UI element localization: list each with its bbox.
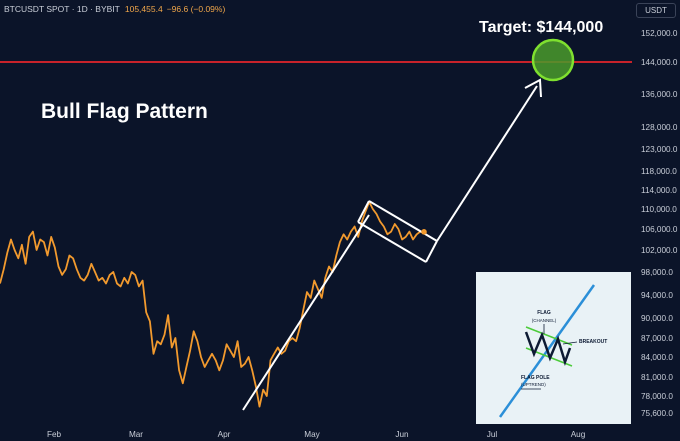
price-line xyxy=(0,201,425,408)
y-tick-label: 110,000.0 xyxy=(641,205,677,214)
diagram-zigzag xyxy=(524,331,572,366)
x-tick-label: Mar xyxy=(129,430,143,439)
symbol-header: BTCUSDT SPOT · 1D · BYBIT 105,455.4 −96.6 … xyxy=(4,4,225,14)
last-price-dot xyxy=(421,229,427,235)
last-price: 105,455.4 xyxy=(124,4,163,14)
diagram-channel-label: (CHANNEL) xyxy=(532,318,557,323)
diagram-flag-label: FLAG xyxy=(537,310,551,316)
flag-lower-line xyxy=(357,221,427,263)
diagram-breakout-label: BREAKOUT xyxy=(579,339,607,345)
y-tick-label: 87,000.0 xyxy=(641,334,673,343)
flag-pole-line xyxy=(242,214,370,411)
y-tick-label: 98,000.0 xyxy=(641,268,673,277)
y-tick-label: 81,000.0 xyxy=(641,373,673,382)
x-axis: Feb Mar Apr May Jun Jul Aug xyxy=(47,430,586,439)
bull-flag-diagram-inset: FLAG (CHANNEL) BREAKOUT FLAG POLE (UPTRE… xyxy=(476,272,631,424)
y-tick-label: 152,000.0 xyxy=(641,29,678,38)
y-tick-label: 128,000.0 xyxy=(641,123,678,132)
y-tick-label: 136,000.0 xyxy=(641,90,678,99)
y-tick-label: 144,000.0 xyxy=(641,58,678,67)
diagram-channel-top xyxy=(525,326,573,346)
breakout-projection-line xyxy=(436,85,538,242)
bull-flag-drawing xyxy=(242,38,575,411)
diagram-pole-label: FLAG POLE xyxy=(521,375,550,381)
target-label: Target: $144,000 xyxy=(479,19,604,36)
y-tick-label: 75,600.0 xyxy=(641,409,673,418)
flag-upper-line xyxy=(368,200,438,242)
y-tick-label: 78,000.0 xyxy=(641,392,673,401)
y-tick-label: 102,000.0 xyxy=(641,246,678,255)
y-tick-label: 94,000.0 xyxy=(641,291,673,300)
y-tick-label: 90,000.0 xyxy=(641,314,673,323)
currency-button[interactable]: USDT xyxy=(636,3,676,18)
bull-flag-diagram: FLAG (CHANNEL) BREAKOUT FLAG POLE (UPTRE… xyxy=(498,284,607,418)
y-tick-label: 123,000.0 xyxy=(641,145,678,154)
y-tick-label: 84,000.0 xyxy=(641,353,673,362)
price-change: −96.6 (−0.09%) xyxy=(166,4,226,14)
diagram-breakout-arrow-icon xyxy=(562,341,578,345)
flag-left-edge xyxy=(357,200,370,223)
diagram-uptrend-label: (UPTREND) xyxy=(521,382,546,387)
y-axis: 152,000.0 144,000.0 136,000.0 128,000.0 123,… xyxy=(641,29,678,418)
x-tick-label: May xyxy=(304,430,320,439)
symbol-label: BTCUSDT SPOT · 1D · BYBIT xyxy=(4,4,120,14)
x-tick-label: Apr xyxy=(218,430,231,439)
flag-right-edge xyxy=(425,240,438,263)
chart-title: Bull Flag Pattern xyxy=(41,100,208,123)
y-tick-label: 106,000.0 xyxy=(641,225,678,234)
x-tick-label: Feb xyxy=(47,430,62,439)
y-tick-label: 118,000.0 xyxy=(641,167,677,176)
x-tick-label: Jun xyxy=(395,430,409,439)
x-tick-label: Aug xyxy=(571,430,586,439)
target-circle-icon xyxy=(531,38,575,82)
arrow-head-icon xyxy=(524,78,542,98)
x-tick-label: Jul xyxy=(487,430,498,439)
y-tick-label: 114,000.0 xyxy=(641,186,677,195)
